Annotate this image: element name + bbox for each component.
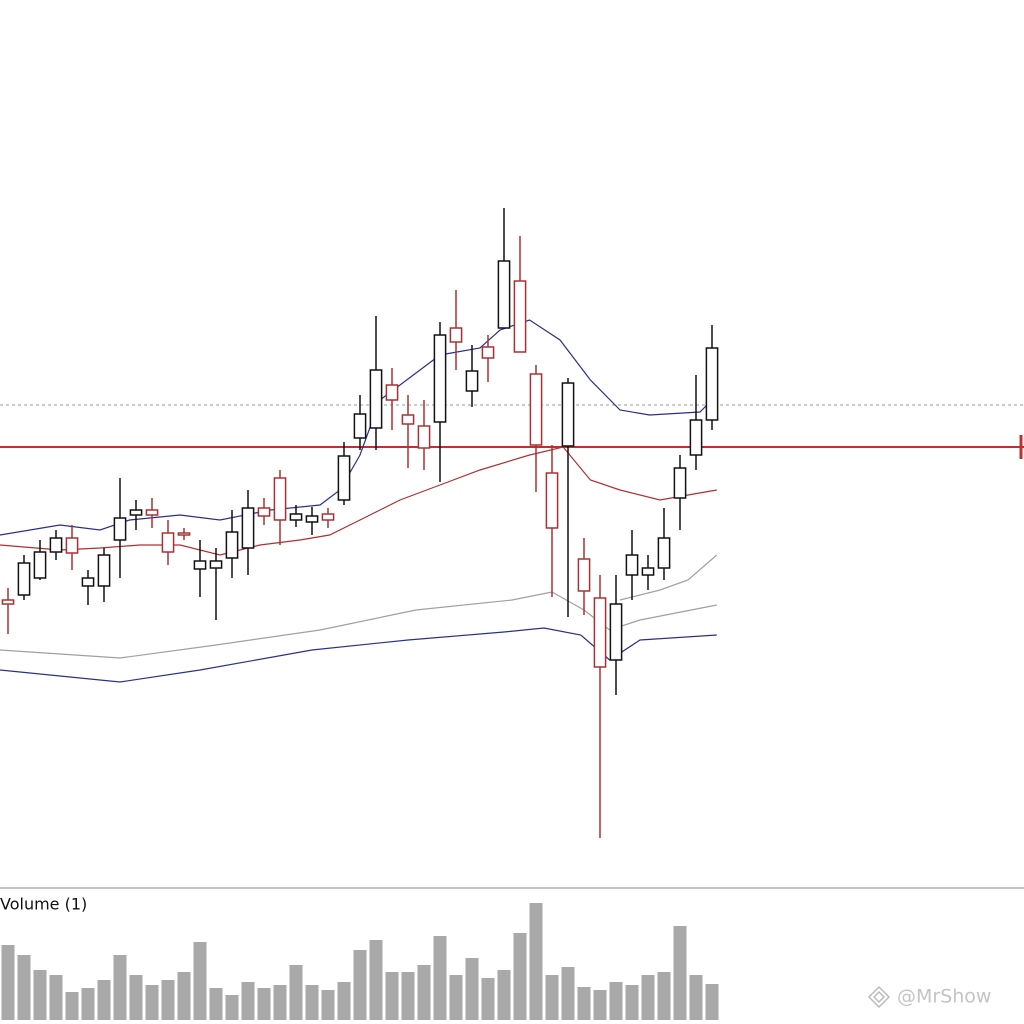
candle-body (145, 509, 159, 516)
candle-body (625, 554, 639, 576)
volume-bar (273, 985, 287, 1020)
candle-body (609, 603, 623, 661)
candle-body (241, 507, 255, 549)
candle-body (369, 369, 383, 429)
volume-bar (529, 903, 543, 1020)
candle-body (705, 347, 719, 421)
volume-bar (609, 982, 623, 1020)
volume-bar (305, 985, 319, 1020)
candle-body (49, 537, 63, 553)
candle-body (385, 384, 399, 401)
volume-bar (545, 975, 559, 1020)
watermark: @MrShow (897, 986, 991, 1008)
volume-bar (321, 990, 335, 1020)
candle-body (673, 467, 687, 499)
candle-body (321, 513, 335, 521)
candle-body (161, 532, 175, 553)
volume-bar (577, 987, 591, 1020)
watermark-icon (867, 985, 891, 1009)
volume-bar (625, 985, 639, 1020)
candle-body (449, 327, 463, 343)
volume-bar (145, 985, 159, 1020)
volume-bar (257, 988, 271, 1020)
volume-bar (161, 980, 175, 1020)
volume-bar (561, 967, 575, 1020)
volume-bar (417, 965, 431, 1020)
volume-bar (177, 972, 191, 1020)
candle-body (577, 558, 591, 592)
candle-body (401, 414, 415, 425)
volume-bar (513, 933, 527, 1020)
volume-bar (657, 972, 671, 1020)
volume-bar (289, 965, 303, 1020)
indicator-line (0, 446, 717, 556)
candle-body (193, 560, 207, 570)
volume-bar (225, 995, 239, 1020)
volume-bar (193, 942, 207, 1020)
candle-body (65, 537, 79, 554)
volume-bar (81, 988, 95, 1020)
candle-body (289, 513, 303, 521)
candle-body (97, 554, 111, 587)
volume-bar (113, 955, 127, 1020)
candle-body (17, 562, 31, 596)
volume-bar (497, 970, 511, 1020)
indicator-line (0, 319, 718, 536)
candle-body (1, 599, 15, 605)
volume-bar (17, 955, 31, 1020)
volume-bar (369, 940, 383, 1020)
candle-body (81, 577, 95, 587)
candle-body (545, 472, 559, 529)
candle-body (225, 531, 239, 559)
candle-body (33, 551, 47, 579)
candle-body (177, 532, 191, 536)
volume-bar (209, 988, 223, 1020)
volume-bar (433, 936, 447, 1020)
volume-bar (337, 982, 351, 1020)
candle-body (113, 517, 127, 541)
candle-body (497, 260, 511, 329)
candle-body (257, 507, 271, 517)
candle-body (513, 280, 527, 353)
volume-bar (241, 982, 255, 1020)
candle-body (129, 509, 143, 516)
candle-body (481, 346, 495, 359)
volume-bar (449, 975, 463, 1020)
volume-bar (705, 984, 719, 1020)
volume-bar (129, 975, 143, 1020)
volume-bar (33, 970, 47, 1020)
volume-bar (65, 992, 79, 1020)
candle-body (641, 567, 655, 576)
candle-body (465, 370, 479, 392)
candle-body (561, 382, 575, 447)
candle-body (689, 419, 703, 456)
volume-bar (673, 926, 687, 1020)
indicator-line (619, 554, 718, 601)
candle-body (305, 515, 319, 523)
candle-body (273, 477, 287, 521)
candle-body (209, 560, 223, 569)
volume-bar (401, 972, 415, 1020)
candle-body (353, 413, 367, 439)
volume-bar (49, 975, 63, 1020)
candle-body (417, 425, 431, 449)
volume-bar (97, 980, 111, 1020)
volume-bar (1, 945, 15, 1020)
candle-body (657, 537, 671, 569)
volume-bar (353, 950, 367, 1020)
candle-body (433, 334, 447, 423)
candle-body (593, 597, 607, 668)
volume-bar (465, 958, 479, 1020)
volume-bar (385, 972, 399, 1020)
volume-title: Volume (1) (0, 895, 87, 914)
candle-body (337, 455, 351, 501)
volume-bar (593, 990, 607, 1020)
volume-bar (641, 975, 655, 1020)
candle-body (529, 373, 543, 446)
volume-bar (481, 978, 495, 1020)
volume-bar (689, 975, 703, 1020)
